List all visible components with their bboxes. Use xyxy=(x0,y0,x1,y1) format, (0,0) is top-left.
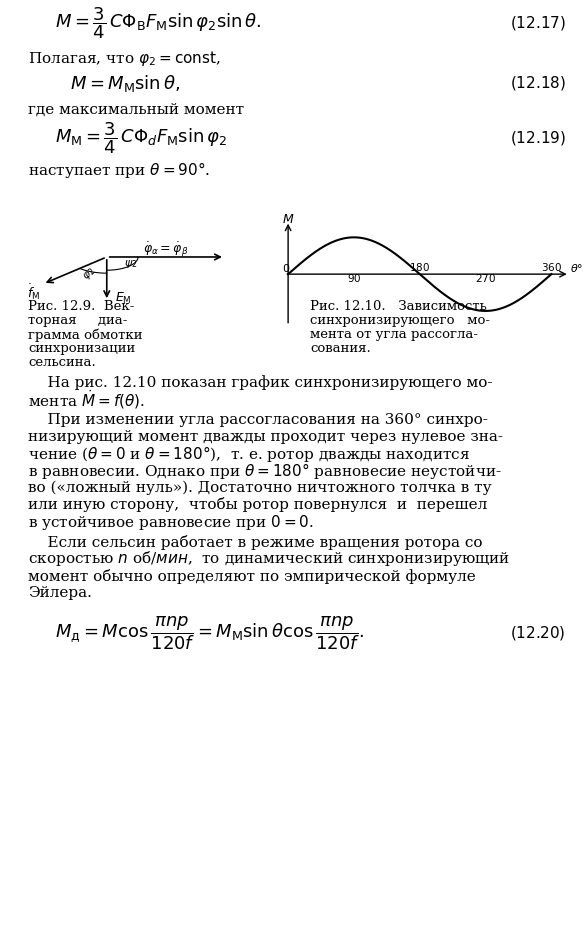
Text: скоростью $n$ об/$мин$,  то динамический синхронизирующий: скоростью $n$ об/$мин$, то динамический … xyxy=(28,549,510,568)
Text: сования.: сования. xyxy=(310,342,371,355)
Text: $180$: $180$ xyxy=(409,260,431,273)
Text: $\varphi_2$: $\varphi_2$ xyxy=(80,265,98,283)
Text: $0$: $0$ xyxy=(282,262,291,273)
Text: Полагая, что $\varphi_2{=}\mathrm{const}$,: Полагая, что $\varphi_2{=}\mathrm{const}… xyxy=(28,48,221,68)
Text: $\psi_2$: $\psi_2$ xyxy=(124,258,137,270)
Text: мента от угла рассогла-: мента от угла рассогла- xyxy=(310,327,478,340)
Text: $M_{\rm M} = \dfrac{3}{4}\,C\Phi_d F_{\rm M}\sin\varphi_2$: $M_{\rm M} = \dfrac{3}{4}\,C\Phi_d F_{\r… xyxy=(55,121,227,156)
Text: Если сельсин работает в режиме вращения ротора со: Если сельсин работает в режиме вращения … xyxy=(28,534,483,549)
Text: грамма обмотки: грамма обмотки xyxy=(28,327,143,341)
Text: $90$: $90$ xyxy=(347,272,361,284)
Text: $M$: $M$ xyxy=(282,212,295,225)
Text: $270$: $270$ xyxy=(475,272,496,284)
Text: $M{=}M_{\rm M}\sin\theta,$: $M{=}M_{\rm M}\sin\theta,$ xyxy=(70,72,180,94)
Text: во («ложный нуль»). Достаточно ничтожного толчка в ту: во («ложный нуль»). Достаточно ничтожног… xyxy=(28,480,491,495)
Text: $360$: $360$ xyxy=(541,260,562,273)
Text: синхронизации: синхронизации xyxy=(28,342,135,355)
Text: наступает при $\theta{=}90°.$: наступает при $\theta{=}90°.$ xyxy=(28,159,210,180)
Text: мента $\dot{M}=f(\theta)$.: мента $\dot{M}=f(\theta)$. xyxy=(28,388,145,411)
Text: чение ($\theta{=}0$ и $\theta{=}180°$),  т. е. ротор дважды находится: чение ($\theta{=}0$ и $\theta{=}180°$), … xyxy=(28,443,470,464)
Text: момент обычно определяют по эмпирической формуле: момент обычно определяют по эмпирической… xyxy=(28,568,476,583)
Text: При изменении угла рассогласования на 360° синхро-: При изменении угла рассогласования на 36… xyxy=(28,413,488,426)
Text: где максимальный момент: где максимальный момент xyxy=(28,103,244,117)
Text: $\theta°$: $\theta°$ xyxy=(570,262,583,273)
Text: или иную сторону,  чтобы ротор повернулся  и  перешел: или иную сторону, чтобы ротор повернулся… xyxy=(28,497,487,512)
Text: сельсина.: сельсина. xyxy=(28,356,96,369)
Text: На рис. 12.10 показан график синхронизирующего мо-: На рис. 12.10 показан график синхронизир… xyxy=(28,375,493,390)
Text: Рис. 12.10.   Зависимость: Рис. 12.10. Зависимость xyxy=(310,299,487,312)
Text: $(12.18)$: $(12.18)$ xyxy=(510,74,566,92)
Text: низирующий момент дважды проходит через нулевое зна-: низирующий момент дважды проходит через … xyxy=(28,429,503,443)
Text: $\dot{\varphi}_{\alpha}=\dot{\varphi}_{\beta}$: $\dot{\varphi}_{\alpha}=\dot{\varphi}_{\… xyxy=(143,240,188,259)
Text: $(12.20)$: $(12.20)$ xyxy=(510,623,565,641)
Text: $E_{\rm M}$: $E_{\rm M}$ xyxy=(115,291,132,306)
Text: синхронизирующего   мо-: синхронизирующего мо- xyxy=(310,313,490,326)
Text: торная     диа-: торная диа- xyxy=(28,313,128,326)
Text: в устойчивое равновесие при $0{=}0$.: в устойчивое равновесие при $0{=}0$. xyxy=(28,512,314,531)
Text: $(12.19)$: $(12.19)$ xyxy=(510,129,566,146)
Text: в равновесии. Однако при $\theta{=}180°$ равновесие неустойчи-: в равновесии. Однако при $\theta{=}180°$… xyxy=(28,461,502,480)
Text: $(12.17)$: $(12.17)$ xyxy=(510,14,566,32)
Text: $M_{\rm д}{=}M\cos\dfrac{\pi n p}{120f} = M_{\rm M}\sin\theta\cos\dfrac{\pi n p}: $M_{\rm д}{=}M\cos\dfrac{\pi n p}{120f} … xyxy=(55,614,364,651)
Text: $M = \dfrac{3}{4}\,C\Phi_{\rm B}F_{\rm M}\sin\varphi_2\sin\theta.$: $M = \dfrac{3}{4}\,C\Phi_{\rm B}F_{\rm M… xyxy=(55,6,261,41)
Text: $\dot{f}_{\rm M}$: $\dot{f}_{\rm M}$ xyxy=(27,282,40,301)
Text: Рис. 12.9.  Век-: Рис. 12.9. Век- xyxy=(28,299,135,312)
Text: Эйлера.: Эйлера. xyxy=(28,585,92,600)
